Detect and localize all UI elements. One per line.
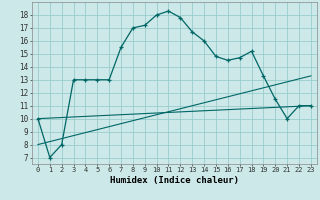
X-axis label: Humidex (Indice chaleur): Humidex (Indice chaleur) bbox=[110, 176, 239, 185]
